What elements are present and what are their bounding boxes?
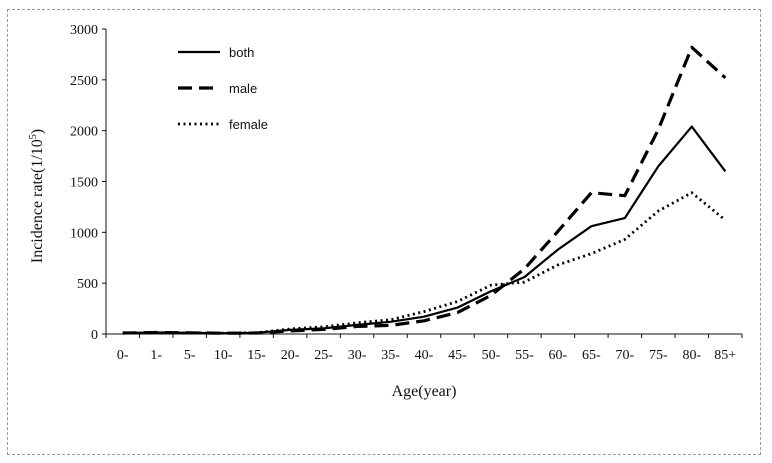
series-line-female [122,191,727,335]
x-axis-title: Age(year) [392,383,457,400]
y-tick-labels: 0 500 1000 1500 2000 2500 3000 [70,23,98,343]
x-tick-label: 50- [482,348,501,363]
y-axis-title: Incidence rate(1/105) [28,129,46,263]
series-line-both [122,125,727,335]
x-tick-label: 5- [184,348,196,363]
x-tick-label: 85+ [714,348,736,363]
x-tick-label: 60- [549,348,568,363]
y-tick-label: 2000 [70,125,98,140]
x-tick-label: 10- [214,348,233,363]
x-tick-label: 40- [415,348,434,363]
series-line-male [122,45,727,335]
chart-frame [7,9,761,455]
x-tick-label: 45- [448,348,467,363]
x-tick-label: 65- [582,348,601,363]
legend-label-female: female [229,117,268,132]
legend-label-both: both [229,45,254,60]
x-tick-label: 20- [281,348,300,363]
y-axis-title-superscript: 5 [28,134,39,139]
y-tick-label: 2500 [70,74,98,89]
x-tick-label: 75- [649,348,668,363]
y-tick-label: 0 [91,328,98,343]
y-tick-label: 1000 [70,226,98,241]
x-tick-label: 25- [314,348,333,363]
x-tick-label: 70- [616,348,635,363]
x-tick-label: 55- [515,348,534,363]
legend: both male female [178,45,268,132]
y-tick-label: 500 [77,277,98,292]
x-tick-label: 0- [117,348,129,363]
x-tick-label: 15- [247,348,266,363]
x-tick-label: 35- [381,348,400,363]
x-tick-label: 1- [150,348,162,363]
y-axis-title-close: ) [29,129,46,134]
y-axis-title-main: Incidence rate(1/10 [29,139,46,263]
y-tick-label: 3000 [70,23,98,38]
y-tick-label: 1500 [70,176,98,191]
x-tick-label: 30- [348,348,367,363]
legend-label-male: male [229,81,257,96]
x-tick-label: 80- [682,348,701,363]
x-tick-labels: 0- 1- 5- 10- 15- 20- 25- 30- 35- 40- 45- 50- 55- 60- 6… [117,348,736,363]
series-lines [122,45,727,335]
